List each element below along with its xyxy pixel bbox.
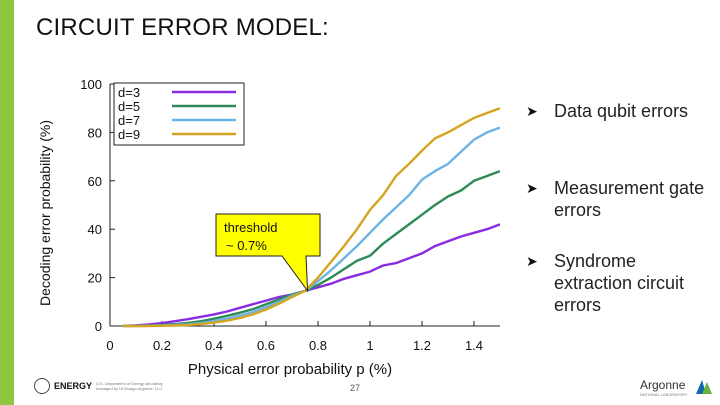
- argonne-logo-subtext: NATIONAL LABORATORY: [640, 392, 688, 397]
- y-tick-label: 80: [88, 125, 102, 140]
- threshold-callout: threshold ~ 0.7%: [215, 213, 321, 293]
- x-tick-label: 1: [366, 338, 373, 353]
- bullet-item: ➤ Data qubit errors: [526, 100, 716, 122]
- bullet-text: Measurement gate errors: [554, 178, 705, 220]
- y-tick-label: 40: [88, 222, 102, 237]
- x-axis-ticks: 0 0.2 0.4 0.6 0.8 1 1.2 1.4: [106, 321, 483, 353]
- legend-label: d=3: [118, 85, 140, 100]
- x-tick-label: 1.2: [413, 338, 431, 353]
- callout-line-1: threshold: [224, 220, 277, 235]
- x-tick-label: 1.4: [465, 338, 483, 353]
- y-axis-ticks: 0 20 40 60 80 100: [80, 77, 115, 334]
- y-axis-label: Decoding error probability (%): [37, 120, 53, 306]
- threshold-line-chart: 0 0.2 0.4 0.6 0.8 1 1.2 1.4 0 20 40 60 80 100 Physic…: [37, 77, 500, 378]
- x-tick-label: 0: [106, 338, 113, 353]
- argonne-mark-icon: [696, 380, 712, 394]
- slide-accent-bar: [0, 0, 14, 405]
- callout-line-2: ~ 0.7%: [226, 238, 267, 253]
- argonne-logo: Argonne NATIONAL LABORATORY: [640, 378, 712, 397]
- doe-logo-text: ENERGY: [54, 381, 93, 391]
- y-tick-label: 0: [95, 319, 102, 334]
- bullet-arrow-icon: ➤: [526, 253, 538, 269]
- legend: d=3d=5d=7d=9: [113, 82, 245, 146]
- series-line-d9: [123, 107, 500, 328]
- bullet-item: ➤ Syndrome extraction circuit errors: [526, 250, 716, 316]
- argonne-logo-text: Argonne: [640, 378, 686, 392]
- x-tick-label: 0.2: [153, 338, 171, 353]
- bullet-arrow-icon: ➤: [526, 103, 538, 119]
- legend-label: d=7: [118, 113, 140, 128]
- x-tick-label: 0.8: [309, 338, 327, 353]
- x-tick-label: 0.4: [205, 338, 223, 353]
- bullet-text: Data qubit errors: [554, 101, 689, 121]
- doe-seal-icon: [34, 378, 50, 394]
- bullet-arrow-icon: ➤: [526, 180, 538, 196]
- y-tick-label: 60: [88, 174, 102, 189]
- x-tick-label: 0.6: [257, 338, 275, 353]
- bullet-item: ➤ Measurement gate errors: [526, 177, 716, 221]
- y-tick-label: 100: [80, 77, 102, 92]
- doe-logo: ENERGY U.S. Department of Energy laborat…: [34, 378, 166, 394]
- page-number: 27: [350, 383, 361, 393]
- legend-label: d=9: [118, 127, 140, 142]
- series-lines: [122, 107, 500, 328]
- slide-title: CIRCUIT ERROR MODEL:: [36, 14, 329, 41]
- y-tick-label: 20: [88, 271, 102, 286]
- x-axis-label: Physical error probability p (%): [188, 361, 392, 378]
- bullet-text: Syndrome extraction circuit errors: [554, 251, 685, 315]
- series-line-d5: [122, 169, 500, 328]
- callout-bubble: [215, 213, 321, 293]
- legend-label: d=5: [118, 99, 140, 114]
- doe-fineprint: U.S. Department of Energy laboratory man…: [96, 381, 164, 391]
